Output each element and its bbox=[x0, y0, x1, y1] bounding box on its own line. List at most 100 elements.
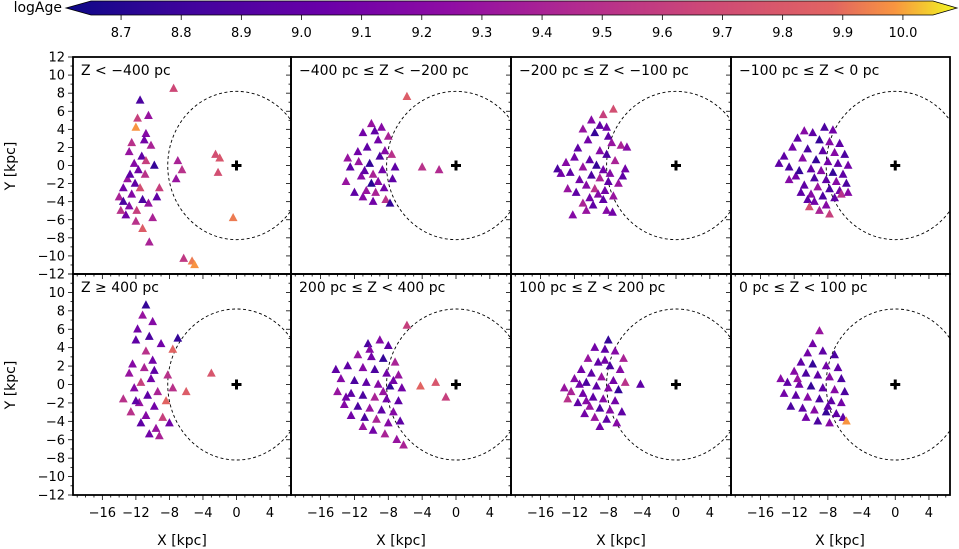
data-point bbox=[813, 416, 823, 425]
data-point bbox=[799, 180, 809, 189]
panel-frame bbox=[72, 273, 292, 496]
data-point bbox=[803, 144, 813, 153]
data-point bbox=[190, 259, 199, 269]
data-point bbox=[173, 333, 183, 342]
data-point bbox=[121, 210, 131, 219]
data-point bbox=[608, 207, 617, 216]
data-point bbox=[341, 176, 351, 185]
data-point bbox=[605, 405, 615, 414]
colorbar-tick-label: 9.7 bbox=[712, 26, 733, 41]
panel-label: 200 pc ≤ Z < 400 pc bbox=[299, 280, 445, 296]
y-tick-label: 2 bbox=[57, 360, 65, 375]
solar-circle bbox=[167, 90, 291, 241]
x-tick-label: −4 bbox=[193, 506, 212, 521]
colorbar-tick-label: 10.0 bbox=[888, 26, 917, 41]
data-point bbox=[388, 174, 397, 183]
data-point bbox=[387, 149, 397, 158]
colorbar-tick-label: 9.2 bbox=[411, 26, 432, 41]
data-point bbox=[570, 152, 579, 161]
data-point bbox=[141, 155, 151, 165]
data-point bbox=[395, 416, 405, 425]
data-point bbox=[585, 401, 595, 410]
y-tick-label: −12 bbox=[38, 489, 65, 504]
data-point bbox=[798, 403, 807, 412]
data-point bbox=[365, 344, 375, 353]
data-point bbox=[610, 346, 620, 355]
data-point bbox=[179, 253, 189, 262]
data-point bbox=[600, 185, 610, 195]
data-point bbox=[382, 394, 392, 403]
y-tick-label: 6 bbox=[57, 105, 65, 120]
data-point bbox=[614, 178, 623, 187]
data-point bbox=[354, 156, 364, 166]
panel-data bbox=[331, 308, 511, 461]
data-point bbox=[362, 142, 372, 151]
data-point bbox=[843, 160, 853, 169]
data-point bbox=[598, 165, 608, 174]
data-point bbox=[392, 434, 402, 443]
data-point bbox=[586, 368, 596, 377]
data-point bbox=[151, 423, 161, 432]
data-point bbox=[137, 151, 147, 160]
data-point bbox=[789, 366, 799, 375]
data-point bbox=[441, 392, 451, 401]
data-point bbox=[131, 216, 141, 225]
y-tick-label: 8 bbox=[57, 87, 65, 102]
data-point bbox=[173, 155, 183, 165]
data-point bbox=[826, 396, 836, 405]
data-point bbox=[825, 184, 834, 193]
data-point bbox=[605, 168, 615, 177]
data-point bbox=[131, 122, 141, 131]
data-point bbox=[131, 396, 141, 405]
data-point bbox=[809, 173, 819, 182]
panel-frame bbox=[290, 56, 512, 275]
data-point bbox=[124, 368, 134, 377]
data-point bbox=[779, 151, 789, 160]
data-point bbox=[394, 396, 403, 405]
data-point bbox=[806, 189, 816, 198]
data-point bbox=[593, 357, 603, 366]
data-point bbox=[366, 351, 376, 361]
data-point bbox=[358, 192, 368, 201]
data-point bbox=[825, 372, 834, 381]
data-point bbox=[146, 140, 156, 149]
data-point bbox=[380, 429, 390, 438]
x-tick-label: 4 bbox=[266, 506, 274, 521]
data-point bbox=[605, 361, 615, 370]
data-point bbox=[169, 83, 179, 92]
data-point bbox=[566, 386, 576, 396]
y-tick-label: −10 bbox=[38, 470, 65, 485]
data-point bbox=[228, 212, 238, 222]
data-point bbox=[603, 335, 613, 344]
data-point bbox=[588, 392, 598, 401]
x-tick-label: 0 bbox=[891, 506, 899, 521]
data-point bbox=[575, 379, 584, 388]
data-point bbox=[118, 196, 128, 205]
data-point bbox=[394, 370, 403, 379]
y-tick-label: 10 bbox=[48, 69, 65, 84]
data-point bbox=[620, 377, 630, 386]
data-point bbox=[803, 194, 813, 204]
data-point bbox=[206, 368, 216, 377]
data-point bbox=[152, 192, 162, 201]
data-point bbox=[796, 187, 806, 196]
data-point bbox=[124, 201, 134, 210]
x-axis-label-col1: X [kpc] bbox=[157, 533, 207, 549]
panel-label: 100 pc ≤ Z < 200 pc bbox=[519, 280, 665, 296]
panel-data bbox=[553, 90, 731, 241]
data-point bbox=[177, 165, 187, 174]
data-point bbox=[581, 396, 591, 405]
data-point bbox=[149, 365, 159, 374]
x-tick-label: −16 bbox=[89, 506, 116, 521]
colorbar-tick-label: 8.9 bbox=[231, 26, 252, 41]
data-point bbox=[118, 183, 128, 192]
colorbar: logAge 8.7 8.8 8.9 9.0 9.1 9.2 9.3 9.4 9.5 9.6 9.7… bbox=[14, 0, 959, 41]
data-point bbox=[141, 346, 151, 355]
data-point bbox=[149, 401, 159, 410]
galactic-center-marker bbox=[671, 379, 681, 390]
data-point bbox=[801, 412, 811, 421]
colorbar-bar bbox=[64, 0, 959, 16]
data-point bbox=[815, 135, 824, 144]
data-point bbox=[607, 137, 617, 147]
data-point bbox=[368, 425, 378, 434]
